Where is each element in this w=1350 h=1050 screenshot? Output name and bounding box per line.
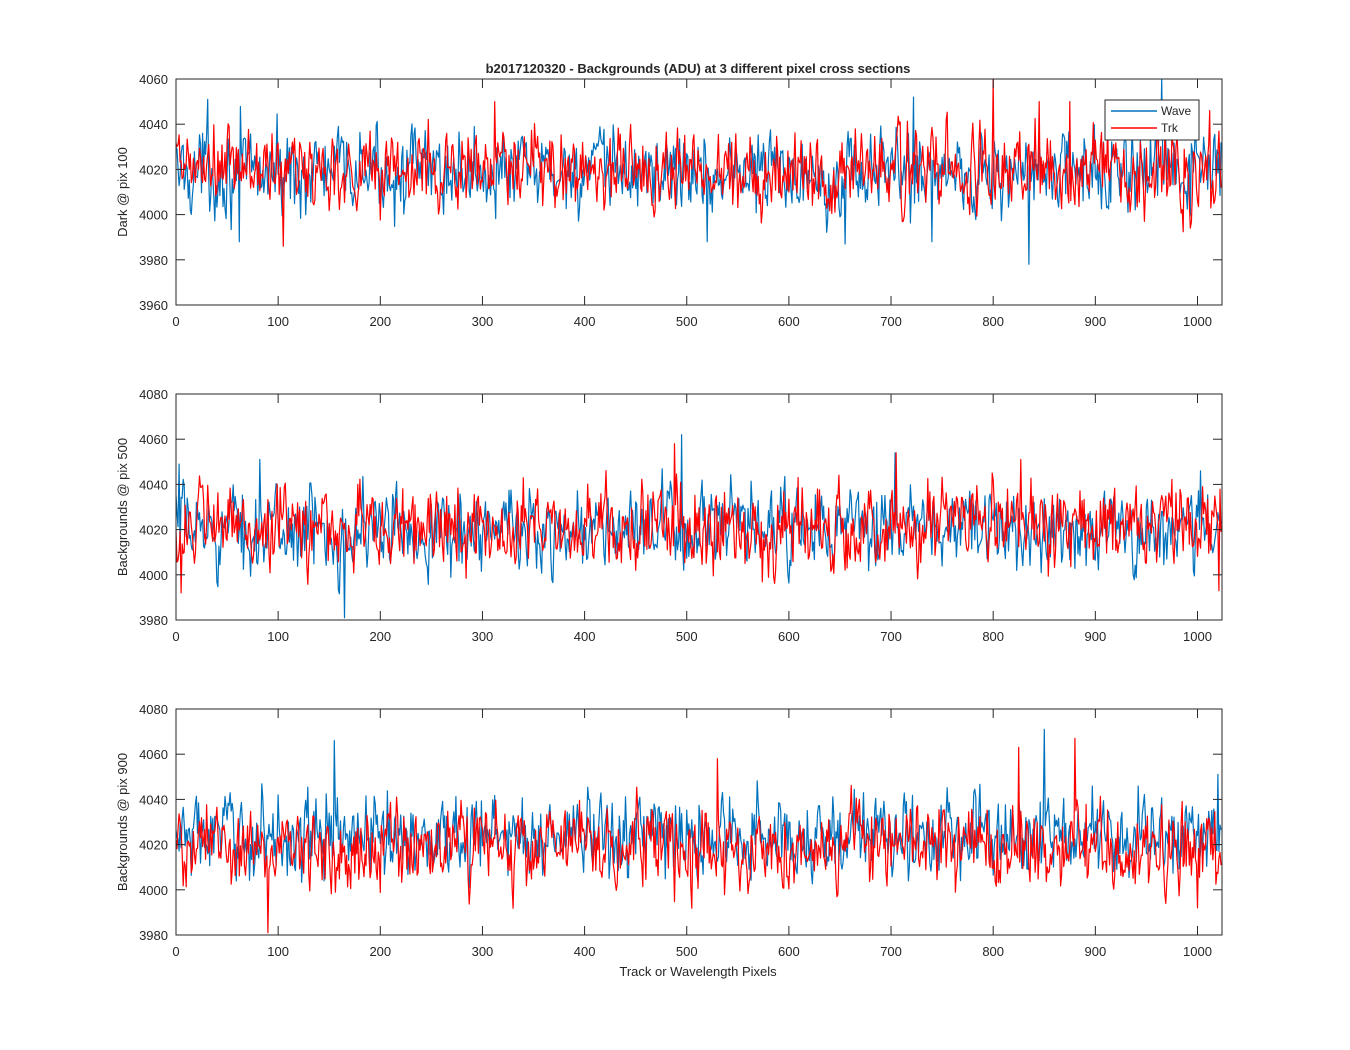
x-tick-label: 100 <box>267 629 289 644</box>
x-tick-label: 800 <box>982 314 1004 329</box>
x-tick-label: 400 <box>574 944 596 959</box>
x-tick-label: 800 <box>982 944 1004 959</box>
x-tick-label: 500 <box>676 629 698 644</box>
x-tick-label: 200 <box>369 314 391 329</box>
x-axis-label: Track or Wavelength Pixels <box>619 964 777 979</box>
x-tick-label: 500 <box>676 944 698 959</box>
x-tick-label: 600 <box>778 314 800 329</box>
x-tick-label: 600 <box>778 944 800 959</box>
legend-label-wave: Wave <box>1161 104 1192 118</box>
y-tick-label: 4060 <box>139 72 168 87</box>
y-tick-label: 4000 <box>139 568 168 583</box>
x-tick-label: 900 <box>1084 629 1106 644</box>
axis-box <box>175 78 1223 306</box>
x-tick-label: 1000 <box>1183 314 1212 329</box>
series-line-trk <box>175 737 1222 934</box>
x-tick-label: 700 <box>880 629 902 644</box>
x-tick-label: 300 <box>472 314 494 329</box>
series-line-trk <box>175 443 1222 594</box>
x-tick-label: 200 <box>369 629 391 644</box>
y-tick-label: 3960 <box>139 298 168 313</box>
y-tick-label: 4040 <box>139 477 168 492</box>
x-tick-label: 100 <box>267 944 289 959</box>
panel-2: 0 100 200 300 400 500 600 700 800 900 1000 3980 4000… <box>115 387 1223 644</box>
y-axis-label: Backgrounds @ pix 500 <box>115 438 130 576</box>
y-tick-label: 4000 <box>139 883 168 898</box>
y-tick-label: 4080 <box>139 387 168 402</box>
x-tick-label: 900 <box>1084 314 1106 329</box>
x-tick-label: 900 <box>1084 944 1106 959</box>
y-tick-label: 4060 <box>139 432 168 447</box>
x-tick-label: 100 <box>267 314 289 329</box>
y-tick-label: 4060 <box>139 747 168 762</box>
y-tick-label: 4080 <box>139 702 168 717</box>
x-tick-label: 200 <box>369 944 391 959</box>
y-tick-label: 4040 <box>139 117 168 132</box>
panel-1: 0 100 200 300 400 500 600 700 800 900 1000 3960 3980… <box>115 72 1223 329</box>
y-tick-label: 4020 <box>139 838 168 853</box>
x-tick-label: 0 <box>172 629 179 644</box>
x-tick-label: 0 <box>172 944 179 959</box>
x-tick-label: 500 <box>676 314 698 329</box>
y-tick-label: 4040 <box>139 792 168 807</box>
series-line-trk <box>175 78 1222 247</box>
axis-box <box>175 393 1223 621</box>
axis-box <box>175 708 1223 936</box>
x-tick-label: 1000 <box>1183 629 1212 644</box>
y-tick-label: 3980 <box>139 253 168 268</box>
y-tick-label: 4000 <box>139 208 168 223</box>
x-tick-label: 300 <box>472 944 494 959</box>
legend-label-trk: Trk <box>1161 121 1179 135</box>
legend-box <box>1104 99 1200 141</box>
y-tick-label: 4020 <box>139 523 168 538</box>
x-tick-label: 700 <box>880 314 902 329</box>
x-tick-label: 400 <box>574 629 596 644</box>
x-tick-label: 400 <box>574 314 596 329</box>
y-axis-label: Backgrounds @ pix 900 <box>115 753 130 891</box>
y-tick-label: 3980 <box>139 928 168 943</box>
chart-title: b2017120320 - Backgrounds (ADU) at 3 dif… <box>486 61 911 76</box>
y-tick-label: 4020 <box>139 162 168 177</box>
x-tick-label: 0 <box>172 314 179 329</box>
panel-3: 0 100 200 300 400 500 600 700 800 900 1000 3980 4000… <box>115 702 1223 959</box>
y-tick-label: 3980 <box>139 613 168 628</box>
x-tick-label: 600 <box>778 629 800 644</box>
series-line-wave <box>175 728 1222 889</box>
y-axis-label: Dark @ pix 100 <box>115 147 130 237</box>
x-tick-label: 800 <box>982 629 1004 644</box>
x-tick-label: 300 <box>472 629 494 644</box>
legend: Wave Trk <box>1104 99 1200 141</box>
x-tick-label: 700 <box>880 944 902 959</box>
x-tick-label: 1000 <box>1183 944 1212 959</box>
